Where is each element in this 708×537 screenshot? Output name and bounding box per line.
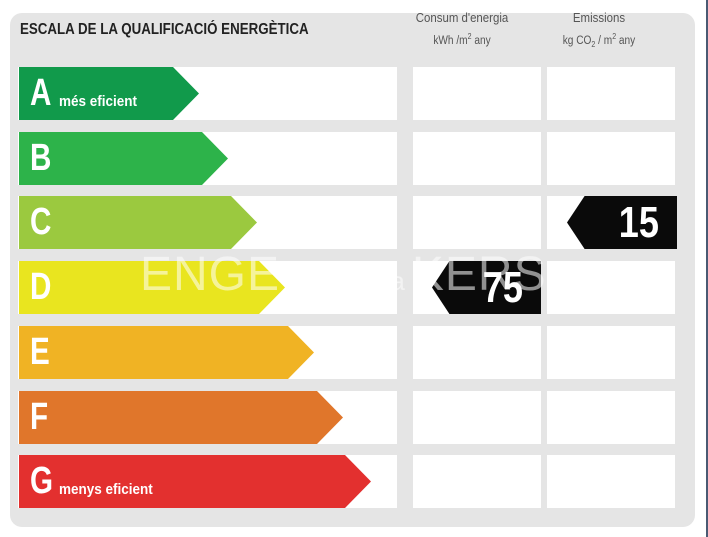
consumption-cell-e bbox=[413, 326, 541, 379]
rating-letter: A bbox=[30, 72, 52, 114]
rating-letter: C bbox=[30, 201, 52, 243]
emissions-cell-g bbox=[547, 455, 675, 508]
emissions-cell-e bbox=[547, 326, 675, 379]
emissions-cell-f bbox=[547, 391, 675, 444]
rating-arrow-f: F bbox=[19, 391, 343, 444]
consumption-cell-g bbox=[413, 455, 541, 508]
rating-label: més eficient bbox=[59, 93, 138, 110]
consumption-unit: kWh /m2 any bbox=[433, 32, 491, 47]
emissions-cell-d bbox=[547, 261, 675, 314]
rating-letter: E bbox=[30, 331, 50, 373]
rating-arrow-c: C bbox=[19, 196, 257, 249]
emissions-indicator: 15 bbox=[567, 196, 677, 249]
consumption-cell-f bbox=[413, 391, 541, 444]
consumption-indicator-value: 75 bbox=[482, 262, 523, 312]
emissions-header: Emissions kg CO2 / m2 any bbox=[540, 8, 658, 54]
rating-letter: F bbox=[30, 396, 49, 438]
consumption-indicator: 75 bbox=[432, 261, 541, 314]
rating-arrow-e: E bbox=[19, 326, 314, 379]
consumption-cell-c bbox=[413, 196, 541, 249]
consumption-header: Consum d'energia kWh /m2 any bbox=[406, 8, 519, 51]
rating-arrow-b: B bbox=[19, 132, 228, 185]
emissions-indicator-value: 15 bbox=[618, 197, 659, 247]
consumption-cell-b bbox=[413, 132, 541, 185]
rating-letter: D bbox=[30, 266, 52, 308]
consumption-header-title: Consum d'energia bbox=[415, 10, 509, 25]
rating-arrow-d: D bbox=[19, 261, 285, 314]
rating-letter: B bbox=[30, 137, 52, 179]
emissions-header-title: Emissions bbox=[572, 10, 626, 25]
consumption-cell-a bbox=[413, 67, 541, 120]
page-edge-line bbox=[706, 0, 708, 537]
emissions-cell-a bbox=[547, 67, 675, 120]
emissions-cell-b bbox=[547, 132, 675, 185]
emissions-unit: kg CO2 / m2 any bbox=[562, 32, 636, 50]
rating-letter: G bbox=[30, 460, 54, 502]
scale-title: ESCALA DE LA QUALIFICACIÓ ENERGÈTICA bbox=[20, 21, 309, 38]
rating-label: menys eficient bbox=[59, 481, 153, 498]
